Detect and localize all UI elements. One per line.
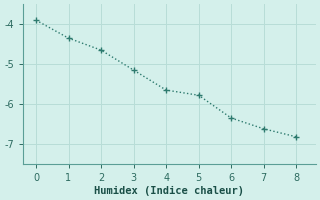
X-axis label: Humidex (Indice chaleur): Humidex (Indice chaleur)	[94, 186, 244, 196]
